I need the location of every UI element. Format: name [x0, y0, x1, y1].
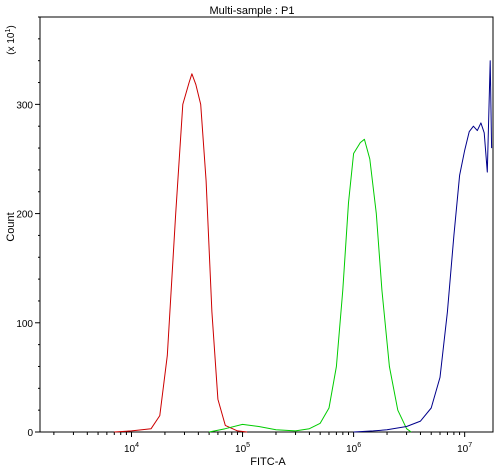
x-tick-label: 106: [346, 442, 361, 455]
y-tick-label: 200: [16, 210, 33, 221]
plot-frame: [39, 16, 494, 433]
series-layer: [114, 60, 493, 433]
x-axis: 104 105 106 107: [53, 432, 472, 455]
x-tick-label: 104: [124, 442, 139, 455]
x-tick-label: 107: [457, 442, 472, 455]
y-axis-label: Count: [5, 212, 17, 241]
series-line-2: [209, 138, 412, 433]
chart-title: Multi-sample : P1: [210, 5, 295, 17]
y-tick-label: 300: [16, 100, 33, 111]
x-axis-label: FITC-A: [250, 456, 286, 468]
y-tick-label: 100: [16, 319, 33, 330]
x-tick-label: 105: [235, 442, 250, 455]
y-axis: 0 100 200 300: [16, 16, 40, 439]
y-multiplier-label: (x 101): [5, 25, 17, 54]
series-line-3: [353, 60, 493, 433]
y-tick-label: 0: [27, 428, 33, 439]
series-line-1: [114, 73, 248, 433]
